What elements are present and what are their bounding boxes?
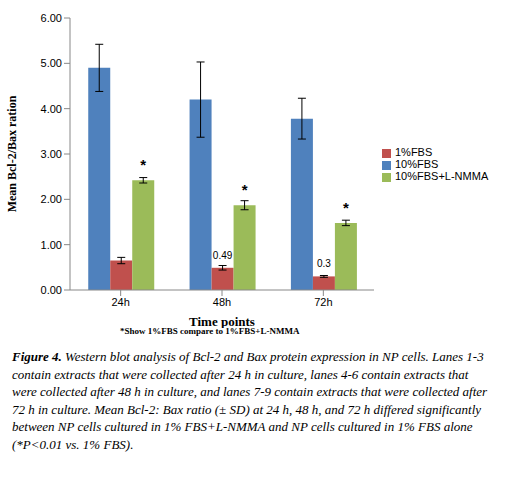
html-text:Figure 4. Western blot analysi: Figure 4. Western blot analysis of Bcl-2… <box>12 349 488 452</box>
svg-text:2.00: 2.00 <box>41 193 62 205</box>
svg-text:48h: 48h <box>213 296 231 308</box>
svg-text:1.00: 1.00 <box>41 239 62 251</box>
svg-text:Time points: Time points <box>189 314 255 328</box>
svg-text:*: * <box>140 156 146 173</box>
html-text:1%FBS: 1%FBS <box>395 146 433 158</box>
svg-text:5.00: 5.00 <box>41 57 62 69</box>
svg-text:*: * <box>242 181 248 198</box>
svg-text:4.00: 4.00 <box>41 103 62 115</box>
svg-text:Mean Bcl-2/Bax ration: Mean Bcl-2/Bax ration <box>8 95 19 212</box>
html-text:10%FBS: 10%FBS <box>395 158 439 170</box>
svg-text:6.00: 6.00 <box>41 12 62 24</box>
svg-text:72h: 72h <box>314 296 332 308</box>
svg-text:0.00: 0.00 <box>41 284 62 296</box>
svg-text:0.3: 0.3 <box>317 258 331 269</box>
svg-text:3.00: 3.00 <box>41 148 62 160</box>
svg-text:24h: 24h <box>111 296 129 308</box>
html-text:*Show 1%FBS compare to 1%FBS+L: *Show 1%FBS compare to 1%FBS+L-NMMA <box>120 326 300 336</box>
svg-text:*: * <box>343 199 349 216</box>
svg-text:0.49: 0.49 <box>213 250 233 261</box>
html-text:10%FBS+L-NMMA: 10%FBS+L-NMMA <box>395 170 489 182</box>
